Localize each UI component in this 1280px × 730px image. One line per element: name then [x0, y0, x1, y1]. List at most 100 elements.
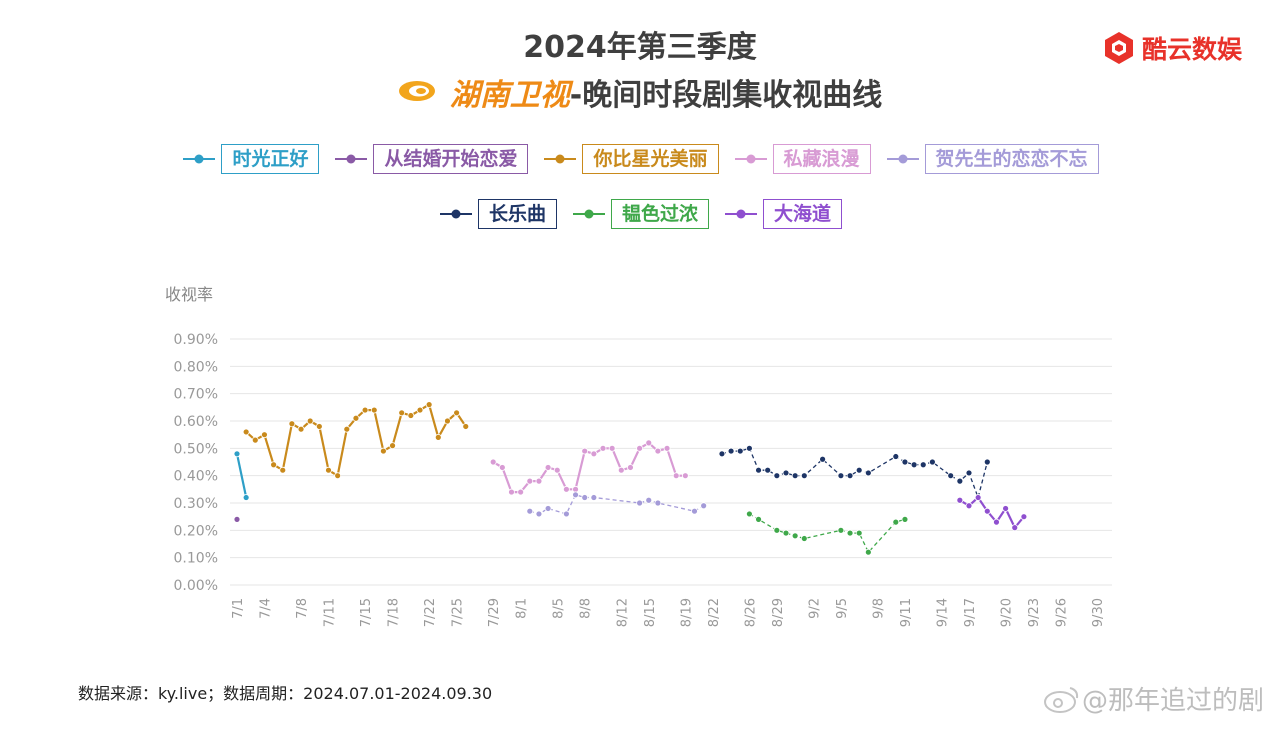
x-tick-label: 9/17: [963, 598, 978, 627]
watermark: @那年追过的剧: [1042, 680, 1264, 717]
data-point-长乐曲: [718, 450, 726, 458]
y-tick-label: 0.70%: [174, 387, 218, 403]
data-point-你比星光美丽: [288, 420, 296, 428]
data-point-贺先生的恋恋不忘: [535, 510, 543, 518]
channel-name: 湖南卫视: [449, 78, 570, 113]
data-point-韫色过浓: [755, 516, 762, 523]
weibo-icon: [1043, 686, 1079, 713]
data-point-长乐曲: [892, 453, 900, 460]
series-line-贺先生的恋恋不忘: [529, 494, 705, 515]
data-point-你比星光美丽: [444, 417, 451, 425]
data-point-大海道: [1020, 513, 1028, 521]
data-point-长乐曲: [764, 466, 772, 474]
data-point-贺先生的恋恋不忘: [654, 499, 662, 507]
legend-item: 长乐曲: [438, 199, 557, 229]
data-point-你比星光美丽: [334, 472, 342, 480]
data-point-长乐曲: [800, 472, 808, 480]
data-point-大海道: [965, 502, 973, 510]
data-point-韫色过浓: [773, 526, 781, 534]
x-tick-label: 9/30: [1091, 598, 1106, 627]
legend-marker-icon: [544, 154, 577, 164]
x-tick-label: 7/1: [231, 598, 246, 619]
data-point-你比星光美丽: [407, 412, 415, 419]
data-point-韫色过浓: [782, 529, 790, 537]
legend-label: 你比星光美丽: [582, 144, 719, 174]
data-source-note: 数据来源：ky.live；数据周期：2024.07.01-2024.09.30: [78, 684, 493, 703]
data-point-私藏浪漫: [526, 477, 534, 485]
data-point-你比星光美丽: [343, 425, 351, 433]
x-tick-label: 8/19: [679, 598, 694, 627]
legend-label: 韫色过浓: [610, 199, 709, 229]
data-point-你比星光美丽: [251, 436, 259, 444]
data-point-私藏浪漫: [617, 466, 625, 474]
data-point-韫色过浓: [846, 529, 854, 537]
legend-label: 时光正好: [221, 144, 320, 174]
data-point-你比星光美丽: [297, 425, 305, 433]
data-point-你比星光美丽: [261, 431, 268, 439]
y-tick-label: 0.20%: [174, 523, 218, 539]
data-point-你比星光美丽: [361, 406, 369, 414]
data-point-长乐曲: [956, 477, 964, 485]
legend-label: 长乐曲: [477, 199, 557, 229]
data-point-你比星光美丽: [352, 414, 360, 422]
data-point-长乐曲: [755, 466, 762, 474]
data-point-你比星光美丽: [425, 401, 433, 409]
x-tick-label: 8/15: [643, 598, 658, 627]
x-tick-label: 9/20: [1000, 598, 1015, 627]
data-point-大海道: [983, 507, 991, 515]
data-point-韫色过浓: [864, 548, 872, 556]
data-point-你比星光美丽: [279, 466, 287, 474]
y-tick-label: 0.50%: [174, 441, 218, 457]
data-point-你比星光美丽: [270, 461, 278, 469]
data-point-大海道: [1002, 505, 1009, 512]
x-tick-label: 8/5: [551, 598, 566, 619]
data-point-私藏浪漫: [489, 458, 497, 466]
data-point-私藏浪漫: [663, 444, 671, 452]
data-point-长乐曲: [736, 447, 744, 455]
series-line-私藏浪漫: [492, 441, 686, 494]
series-line-长乐曲: [721, 447, 988, 499]
data-point-私藏浪漫: [681, 472, 689, 480]
legend-marker-icon: [725, 209, 757, 219]
data-point-你比星光美丽: [242, 428, 250, 436]
data-point-韫色过浓: [892, 518, 900, 526]
legend-marker-icon: [572, 209, 605, 219]
legend-label: 贺先生的恋恋不忘: [924, 144, 1099, 174]
y-tick-label: 0.60%: [174, 414, 218, 430]
x-tick-label: 8/22: [707, 598, 722, 627]
data-point-长乐曲: [773, 472, 781, 480]
x-tick-label: 7/8: [295, 598, 310, 619]
legend-marker-icon: [886, 154, 919, 164]
data-point-私藏浪漫: [654, 447, 662, 455]
legend-label: 从结婚开始恋爱: [373, 144, 529, 174]
hunan-tv-logo-icon: [398, 76, 436, 111]
chart-title-line1: 2024年第三季度: [523, 30, 757, 65]
legend-row-1: 时光正好 从结婚开始恋爱 你比星光美丽 私藏浪漫 贺先生的恋恋不忘: [0, 144, 1280, 174]
data-point-韫色过浓: [800, 535, 808, 542]
data-point-从结婚开始恋爱: [233, 516, 241, 523]
series-line-大海道: [959, 496, 1025, 529]
x-tick-label: 9/26: [1055, 598, 1070, 627]
x-tick-label: 8/8: [579, 598, 594, 619]
data-point-贺先生的恋恋不忘: [590, 494, 598, 501]
x-tick-label: 7/18: [387, 598, 402, 627]
data-point-韫色过浓: [791, 532, 799, 540]
legend-item: 从结婚开始恋爱: [333, 144, 529, 174]
data-point-私藏浪漫: [508, 488, 515, 496]
data-point-贺先生的恋恋不忘: [572, 491, 579, 499]
x-tick-label: 7/22: [423, 598, 438, 627]
data-point-你比星光美丽: [379, 447, 387, 455]
data-point-长乐曲: [910, 461, 918, 469]
data-point-私藏浪漫: [608, 444, 616, 452]
y-axis-label: 收视率: [165, 285, 213, 304]
data-point-大海道: [1011, 524, 1019, 531]
brand-logo: 酷云数娱: [1102, 30, 1242, 66]
data-point-私藏浪漫: [581, 447, 589, 455]
legend-row-2: 长乐曲 韫色过浓 大海道: [0, 199, 1280, 229]
legend-marker-icon: [335, 154, 368, 164]
legend-item: 大海道: [723, 199, 843, 229]
data-point-私藏浪漫: [599, 444, 607, 452]
data-point-长乐曲: [919, 461, 927, 469]
legend-label: 大海道: [763, 199, 843, 229]
